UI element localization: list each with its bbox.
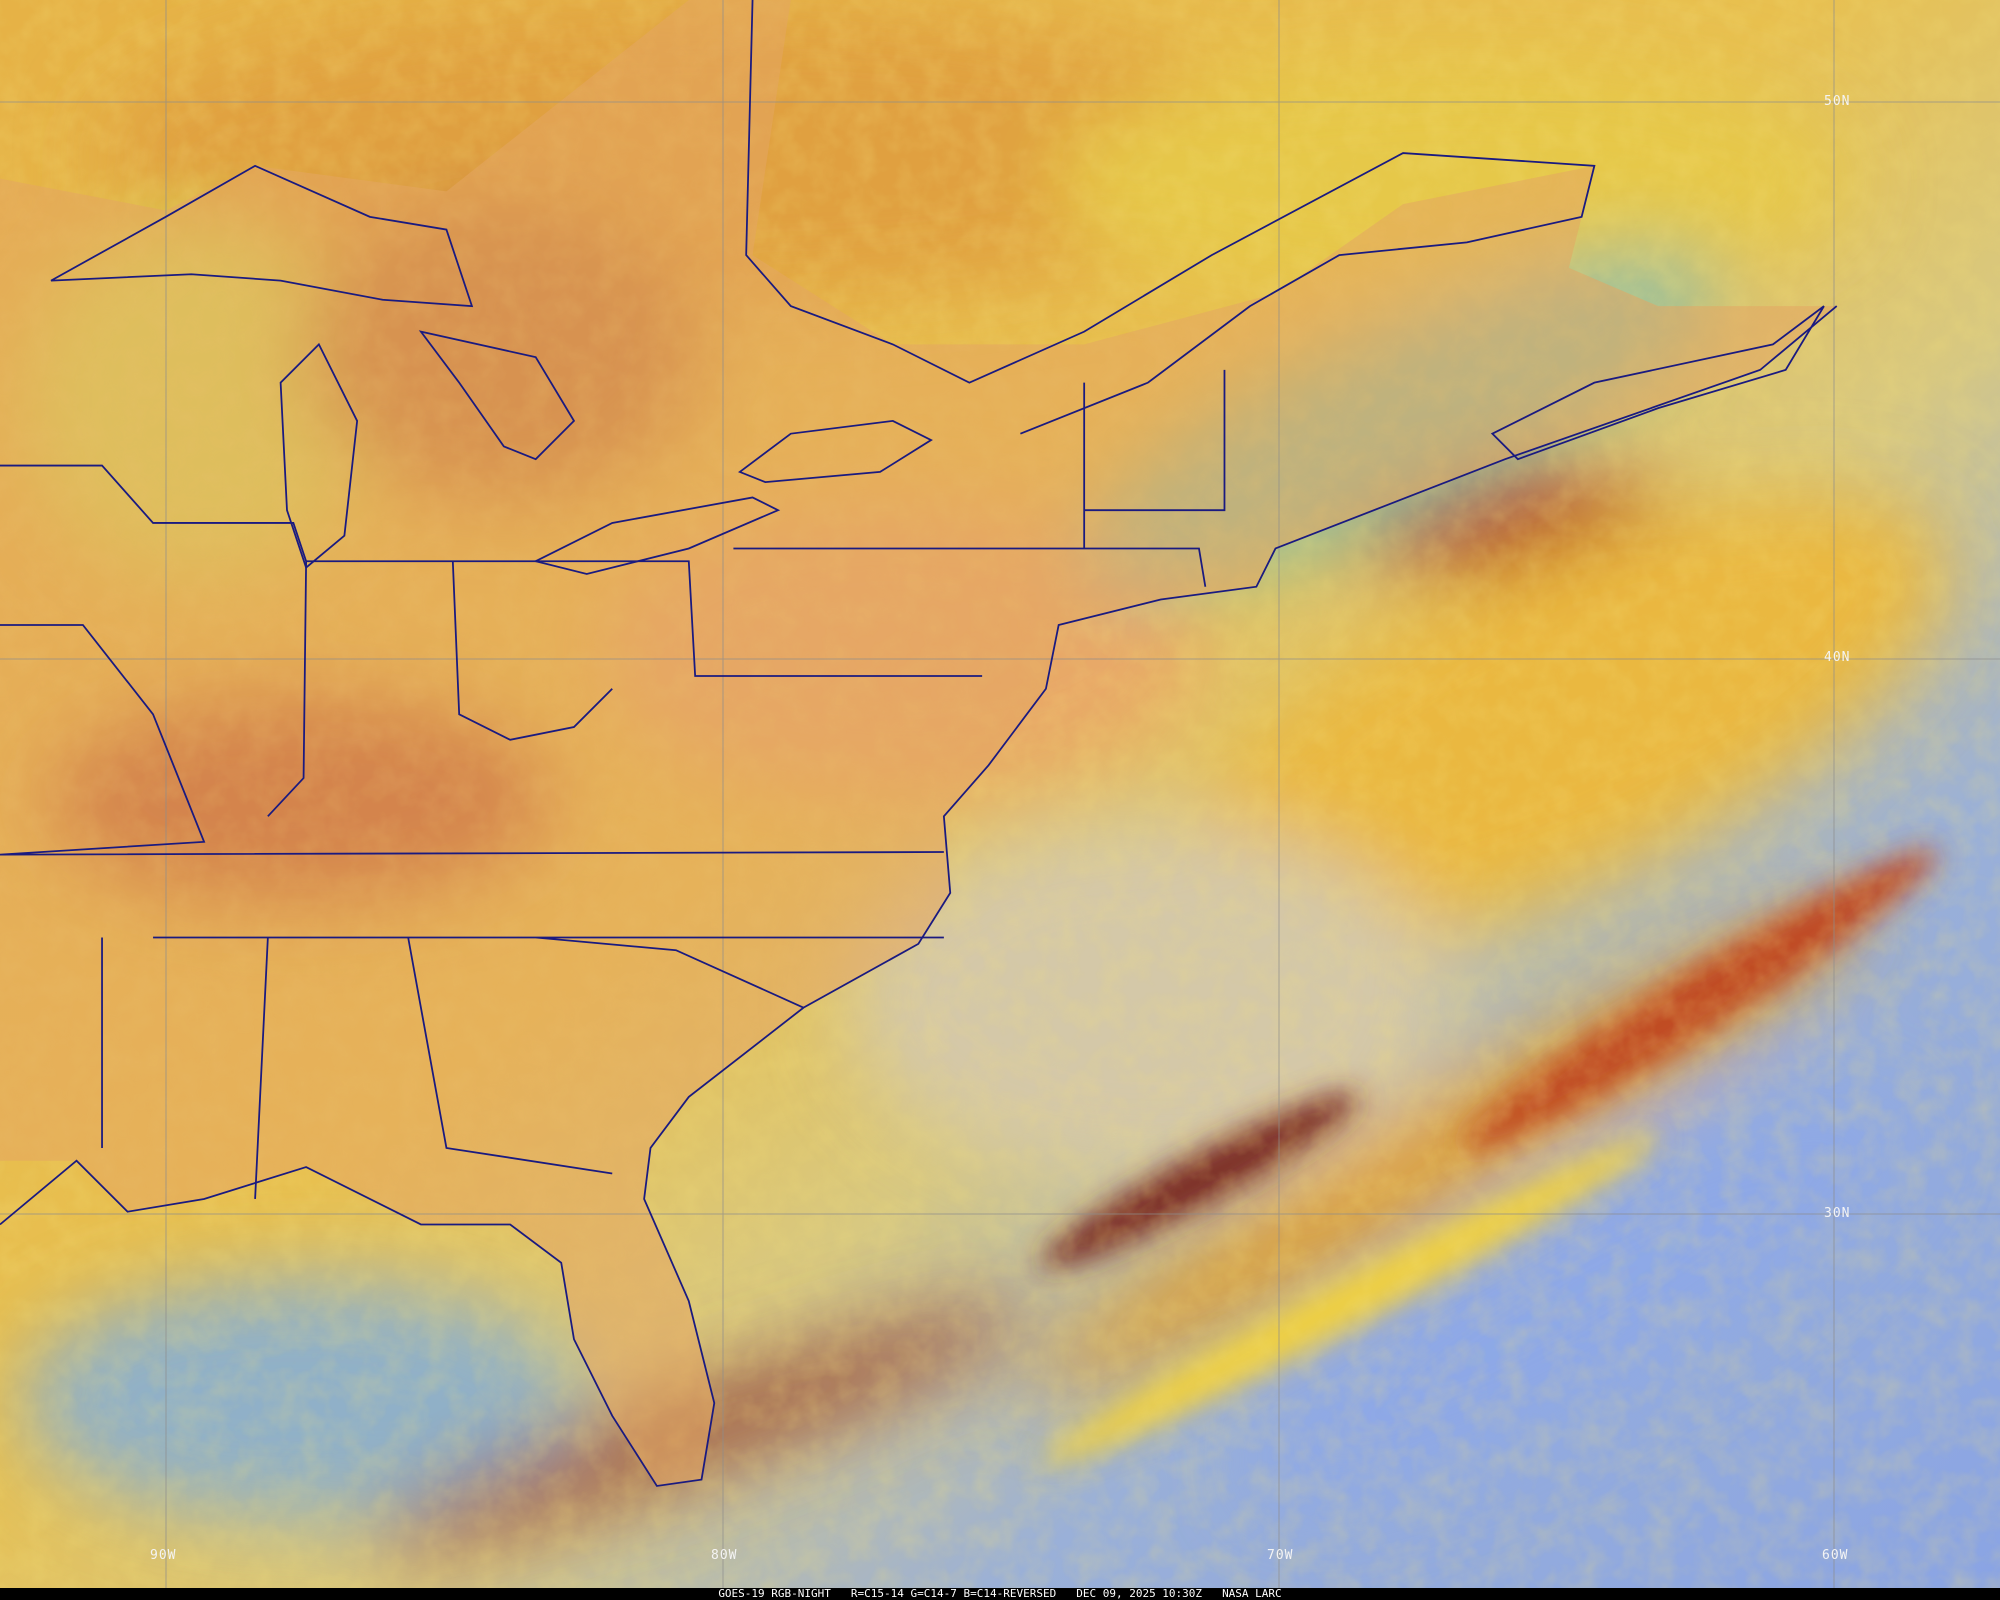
channel-recipe: R=C15-14 G=C14-7 B=C14-REVERSED — [850, 1587, 1057, 1600]
credit: NASA LARC — [1222, 1587, 1282, 1600]
lon-label-60w: 60W — [1822, 1548, 1849, 1563]
political-boundaries — [0, 0, 1838, 1487]
nova-scotia — [1490, 305, 1825, 461]
lon-label-70w: 70W — [1267, 1548, 1294, 1563]
lake-erie — [533, 496, 781, 575]
lat-label-30n: 30N — [1824, 1206, 1851, 1221]
coastline — [0, 305, 1838, 1487]
lake-huron — [418, 330, 576, 461]
caption-bar: GOES-19 RGB-NIGHT R=C15-14 G=C14-7 B=C14-… — [0, 1588, 2000, 1600]
st-lawrence — [745, 0, 1596, 435]
lat-label-50n: 50N — [1824, 94, 1851, 109]
lat-label-40n: 40N — [1824, 650, 1851, 665]
land-area — [0, 0, 1837, 1486]
lake-superior — [50, 164, 474, 308]
lon-label-80w: 80W — [711, 1548, 738, 1563]
state-lines — [0, 369, 1226, 1200]
lake-ontario — [737, 419, 933, 484]
timestamp: DEC 09, 2025 10:30Z — [1076, 1587, 1203, 1600]
lake-michigan — [279, 342, 359, 570]
lon-label-90w: 90W — [150, 1548, 177, 1563]
product-name: GOES-19 RGB-NIGHT — [718, 1587, 831, 1600]
